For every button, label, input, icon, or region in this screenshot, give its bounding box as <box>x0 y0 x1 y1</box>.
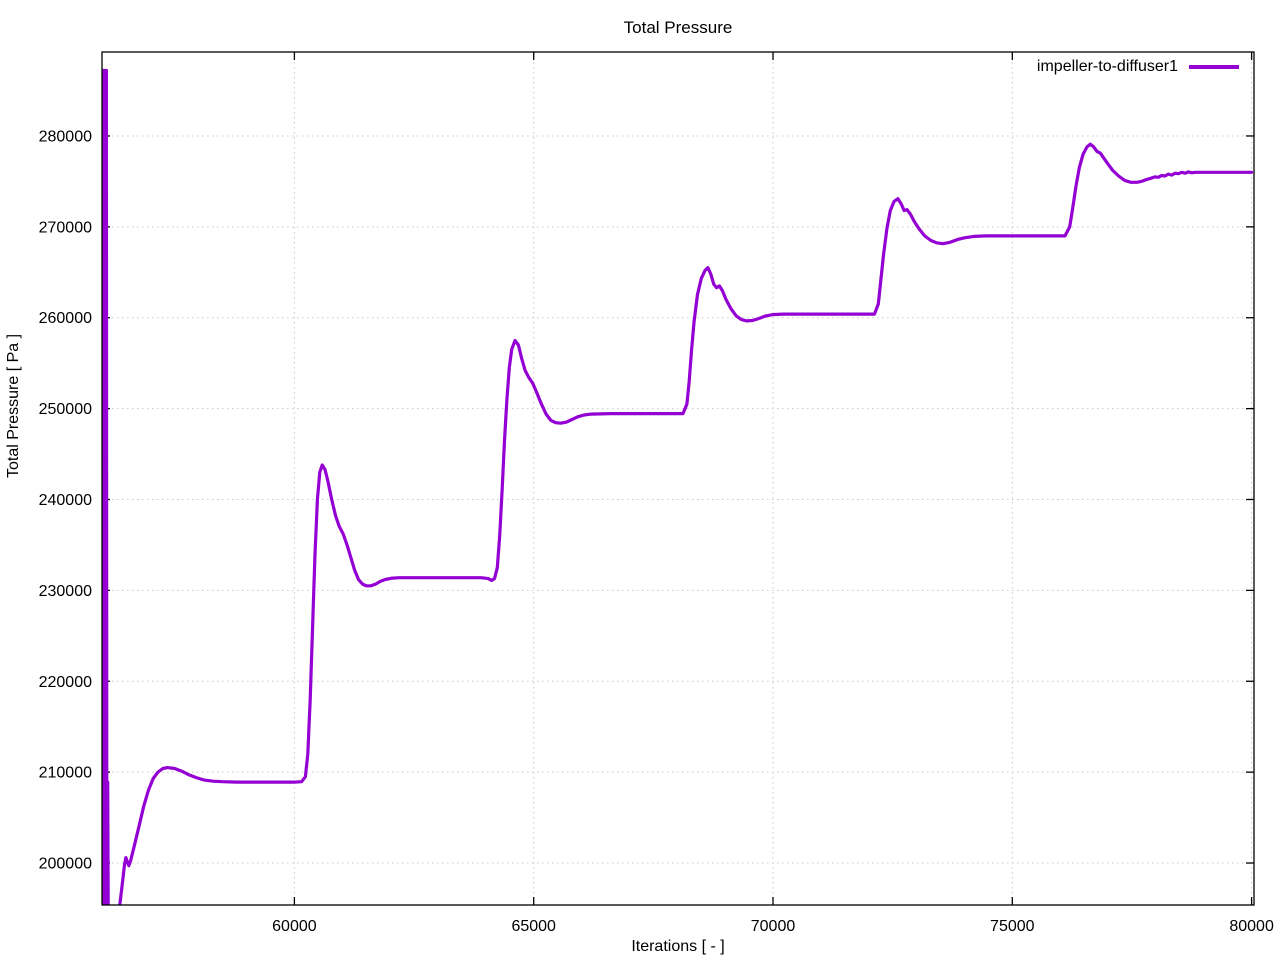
y-tick-label: 280000 <box>39 128 92 145</box>
series-line-impeller-to-diffuser1 <box>102 68 1254 905</box>
x-tick-label: 60000 <box>272 918 317 935</box>
x-tick-label: 65000 <box>511 918 556 935</box>
chart-title: Total Pressure <box>623 18 733 37</box>
y-tick-label: 220000 <box>39 674 92 691</box>
x-tick-label: 80000 <box>1229 918 1274 935</box>
x-tick-label: 70000 <box>751 918 796 935</box>
y-tick-label: 200000 <box>39 856 92 873</box>
x-tick-label: 75000 <box>990 918 1035 935</box>
y-tick-label: 260000 <box>39 310 92 327</box>
x-axis-title: Iterations [ - ] <box>631 938 725 955</box>
legend: impeller-to-diffuser1 <box>1037 57 1240 77</box>
y-tick-label: 270000 <box>39 219 92 236</box>
y-tick-label: 240000 <box>39 492 92 509</box>
legend-label: impeller-to-diffuser1 <box>1036 58 1178 75</box>
y-tick-label: 210000 <box>39 765 92 782</box>
legend-line-sample <box>1189 65 1239 69</box>
y-tick-label: 250000 <box>39 401 92 418</box>
plot-border <box>101 51 1255 906</box>
y-tick-label: 230000 <box>39 583 92 600</box>
